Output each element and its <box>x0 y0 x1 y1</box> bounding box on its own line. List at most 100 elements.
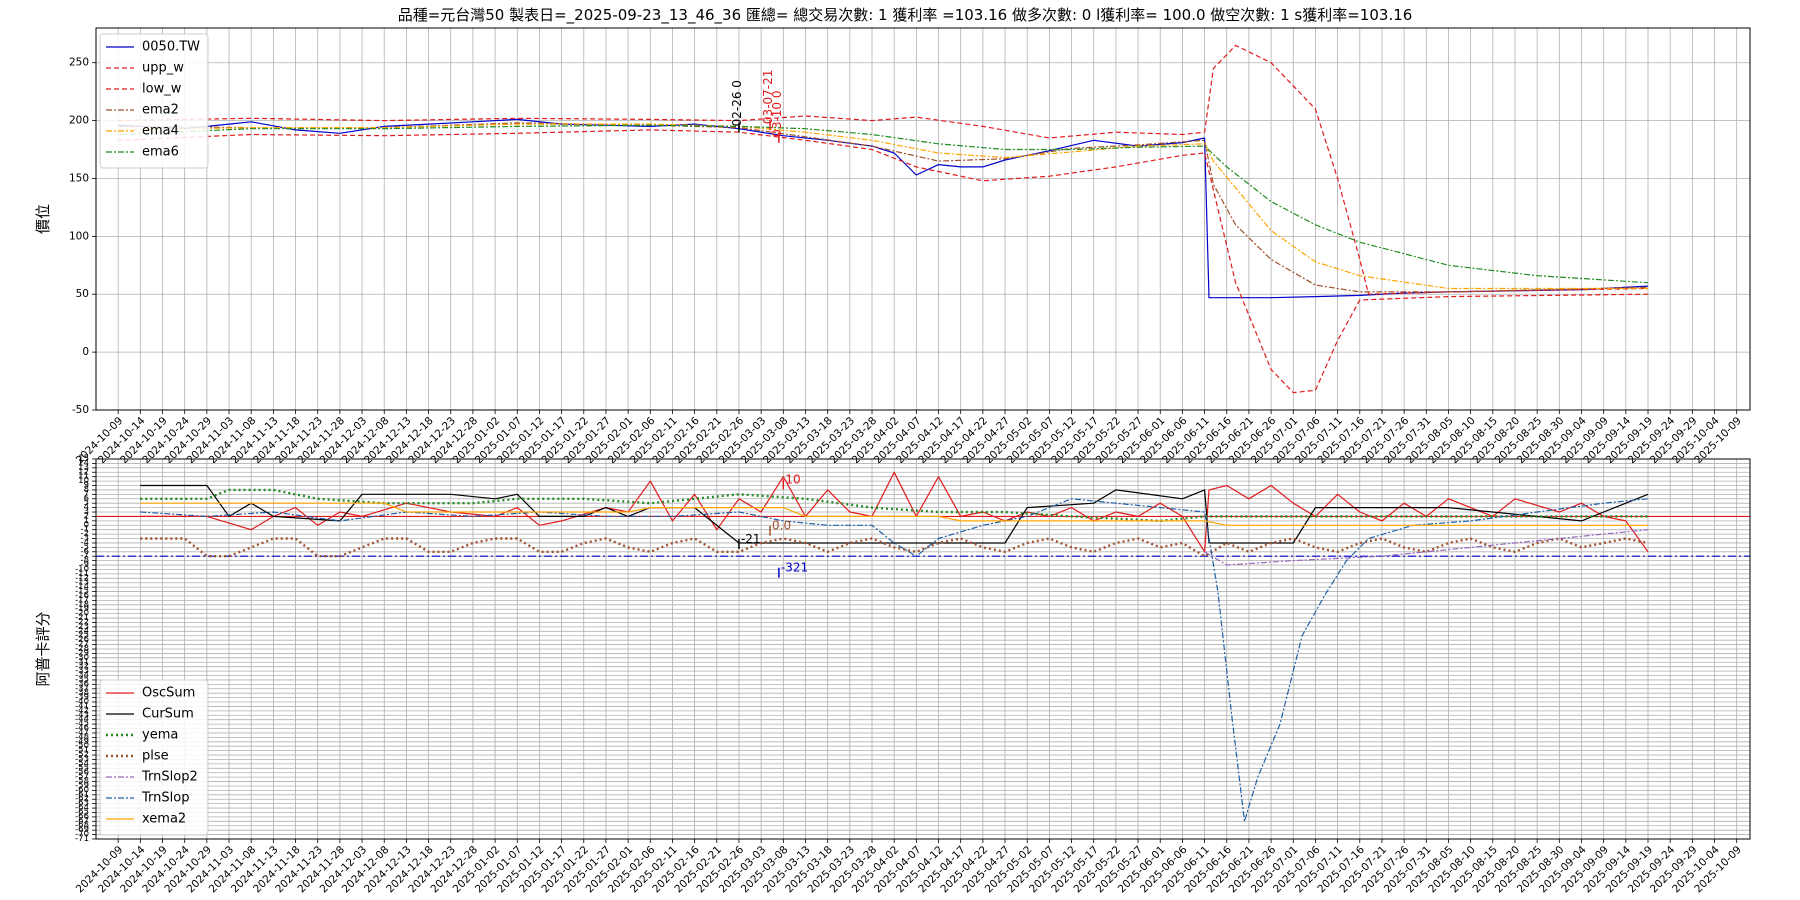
plot-frame <box>95 27 1751 411</box>
y-tick-label: -8 <box>81 556 89 566</box>
y-tick-label: -4 <box>81 538 89 548</box>
y-tick-label: 8 <box>84 485 89 495</box>
y-tick-label: 4 <box>84 503 89 513</box>
series-low-w <box>118 129 1649 394</box>
series-trnslop2 <box>1204 529 1649 566</box>
y-tick-label: -45 <box>75 719 89 729</box>
y-tick-label: 1 <box>84 516 89 526</box>
y-tick-label: -61 <box>75 790 89 800</box>
y-tick-label: -33 <box>75 666 89 676</box>
price-panel: 2024-10-092024-10-142024-10-192024-10-24… <box>34 27 1751 466</box>
series-0050-tw <box>118 118 1649 299</box>
y-tick-label: -12 <box>75 573 89 583</box>
legend-label: TrnSlop <box>141 791 189 806</box>
y-tick-label: -71 <box>75 834 89 844</box>
y-tick-label: -1 <box>81 525 89 535</box>
y-tick-label: -58 <box>75 777 89 787</box>
legend-label: upp_w <box>142 61 184 76</box>
y-tick-label: -41 <box>75 701 89 711</box>
legend-label: TrnSlop2 <box>141 770 198 785</box>
y-tick-label: -25 <box>75 631 89 641</box>
y-tick-label: -22 <box>75 617 89 627</box>
y-tick-label: -17 <box>75 595 89 605</box>
y-tick-label: -52 <box>75 750 89 760</box>
legend-label: plse <box>142 749 169 764</box>
series-ema2 <box>118 122 1649 293</box>
y-tick-label: -15 <box>75 587 89 597</box>
series-ema4 <box>118 123 1648 290</box>
annotation-label: 10 <box>785 472 800 486</box>
y-tick-label: -49 <box>75 737 89 747</box>
legend-label: xema2 <box>142 812 186 827</box>
y-tick-label: -3 <box>81 534 89 544</box>
y-tick-label: -67 <box>75 816 89 826</box>
y-tick-label: -50 <box>72 404 89 416</box>
y-tick-label: -38 <box>75 688 89 698</box>
y-tick-label: -44 <box>75 715 89 725</box>
series-upp-w <box>118 44 1649 295</box>
legend-label: ema6 <box>142 145 179 160</box>
y-tick-label: -56 <box>75 768 89 778</box>
y-tick-label: -43 <box>75 710 89 720</box>
series-trnslop <box>140 498 1649 822</box>
y-tick-label: -64 <box>75 803 89 813</box>
y-tick-label: 10 <box>78 476 89 486</box>
y-tick-label: -21 <box>75 613 89 623</box>
y-tick-label: -23 <box>75 622 89 632</box>
y-tick-label: -29 <box>75 648 89 658</box>
plot-frame <box>95 458 1751 840</box>
y-tick-label: -20 <box>75 609 89 619</box>
y-tick-label: 6 <box>84 494 89 504</box>
legend-label: low_w <box>142 82 182 97</box>
series-yema <box>140 488 1648 523</box>
y-tick-label: -10 <box>75 564 89 574</box>
annotation-label: -321 <box>781 561 808 575</box>
y-tick-label: -59 <box>75 781 89 791</box>
legend-label: 0050.TW <box>142 40 200 55</box>
y-tick-label: -65 <box>75 807 89 817</box>
y-tick-label: 0 <box>82 346 89 358</box>
y-axis-label: 阿普卡評分 <box>34 611 52 686</box>
series-xema2 <box>140 502 1648 526</box>
y-tick-label: -66 <box>75 812 89 822</box>
y-tick-label: -68 <box>75 821 89 831</box>
annotation-label: 03-07-21 <box>761 70 775 124</box>
y-tick-label: -37 <box>75 684 89 694</box>
legend-label: yema <box>142 728 178 743</box>
y-tick-label: -35 <box>75 675 89 685</box>
y-tick-label: 13 <box>78 463 89 473</box>
y-tick-label: -27 <box>75 640 89 650</box>
y-tick-label: 0 <box>84 520 89 530</box>
y-tick-label: 2 <box>84 511 89 521</box>
y-tick-label: -69 <box>75 825 89 835</box>
legend-label: ema4 <box>142 124 179 139</box>
y-tick-label: -47 <box>75 728 89 738</box>
y-tick-label: -7 <box>81 551 89 561</box>
y-tick-label: 14 <box>78 458 89 468</box>
y-tick-label: -54 <box>75 759 89 769</box>
series-oscsum <box>140 471 1649 553</box>
y-tick-label: -5 <box>81 542 89 552</box>
y-tick-label: 100 <box>69 230 89 242</box>
annotation-label: 0.0 <box>772 519 791 533</box>
y-tick-label: -13 <box>75 578 89 588</box>
y-tick-label: 150 <box>69 172 89 184</box>
y-tick-label: -11 <box>75 569 89 579</box>
annotation-label: 03-10 0 <box>770 90 784 136</box>
y-tick-label: -46 <box>75 724 89 734</box>
y-tick-label: -32 <box>75 662 89 672</box>
score-panel: 2024-10-092024-10-142024-10-192024-10-24… <box>34 454 1751 895</box>
y-tick-label: 9 <box>84 481 89 491</box>
annotation-label: -21 <box>741 532 761 546</box>
legend-box <box>99 679 209 836</box>
y-tick-label: -57 <box>75 772 89 782</box>
annotation-label: 02-26 0 <box>730 80 744 126</box>
y-tick-label: -36 <box>75 679 89 689</box>
y-tick-label: 3 <box>84 507 89 517</box>
y-tick-label: -16 <box>75 591 89 601</box>
legend-label: OscSum <box>142 686 195 701</box>
y-tick-label: -31 <box>75 657 89 667</box>
y-tick-label: 50 <box>76 288 89 300</box>
y-tick-label: -63 <box>75 799 89 809</box>
